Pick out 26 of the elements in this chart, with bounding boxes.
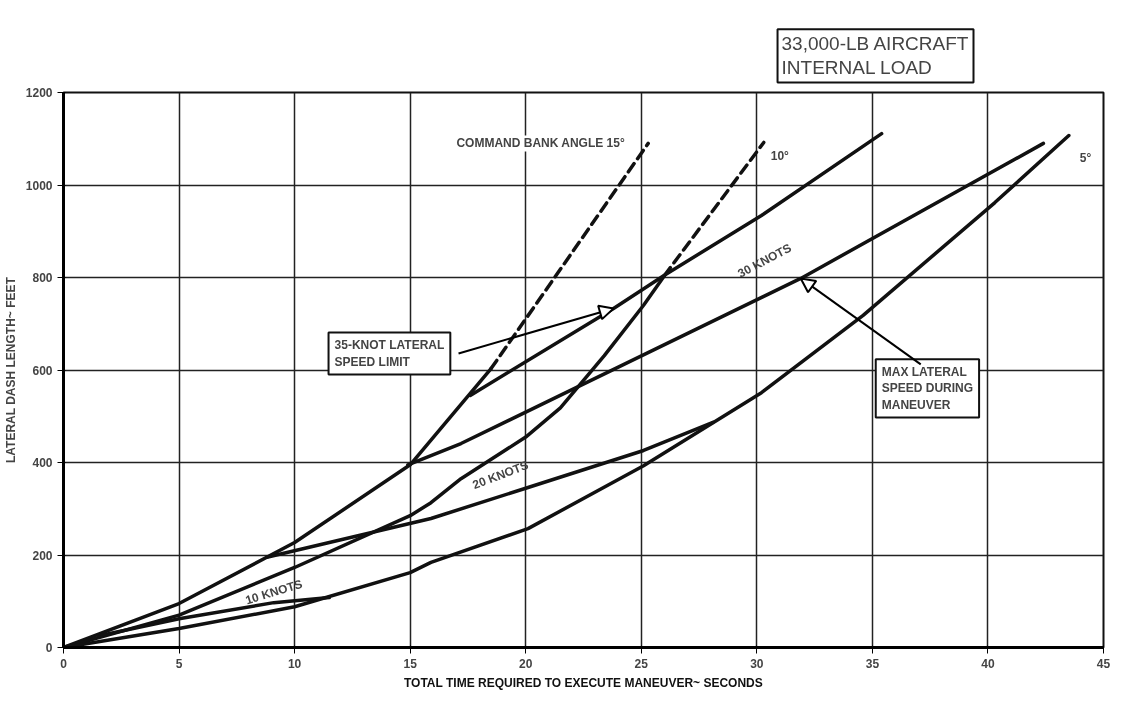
x-tick-label: 30	[750, 656, 764, 671]
annotation: MAX LATERAL SPEED DURING MANEUVER	[881, 365, 974, 412]
y-tick-label: 200	[32, 548, 53, 563]
x-tick-label: 10	[287, 656, 302, 671]
x-tick-label: 20	[519, 656, 533, 671]
x-tick-label: 45	[1096, 656, 1111, 671]
y-tick-label: 1200	[25, 86, 53, 100]
y-tick-label: 0	[45, 641, 53, 655]
annotation: 5°	[1079, 150, 1092, 165]
x-axis-title: TOTAL TIME REQUIRED TO EXECUTE MANEUVER~ SECONDS	[403, 675, 763, 690]
x-tick-label: 25	[634, 656, 649, 671]
x-tick-label: 35	[865, 656, 880, 671]
x-tick-label: 40	[981, 656, 995, 671]
annotation: COMMAND BANK ANGLE 15°	[456, 136, 625, 151]
y-tick-label: 600	[32, 363, 53, 378]
annotation: 10°	[770, 149, 790, 164]
y-tick-label: 800	[32, 271, 53, 285]
annotation: 10 KNOTS	[243, 576, 304, 608]
y-tick-label: 400	[32, 456, 53, 470]
x-tick-label: 5	[175, 656, 183, 671]
x-tick-label: 0	[60, 656, 68, 671]
annotation: 35-KNOT LATERAL SPEED LIMIT	[334, 338, 445, 369]
chart-title: 33,000-LB AIRCRAFT INTERNAL LOAD	[781, 33, 969, 79]
x-tick-label: 15	[403, 656, 418, 671]
y-tick-label: 1000	[25, 178, 53, 193]
y-axis-title: LATERAL DASH LENGTH~ FEET	[3, 276, 18, 464]
